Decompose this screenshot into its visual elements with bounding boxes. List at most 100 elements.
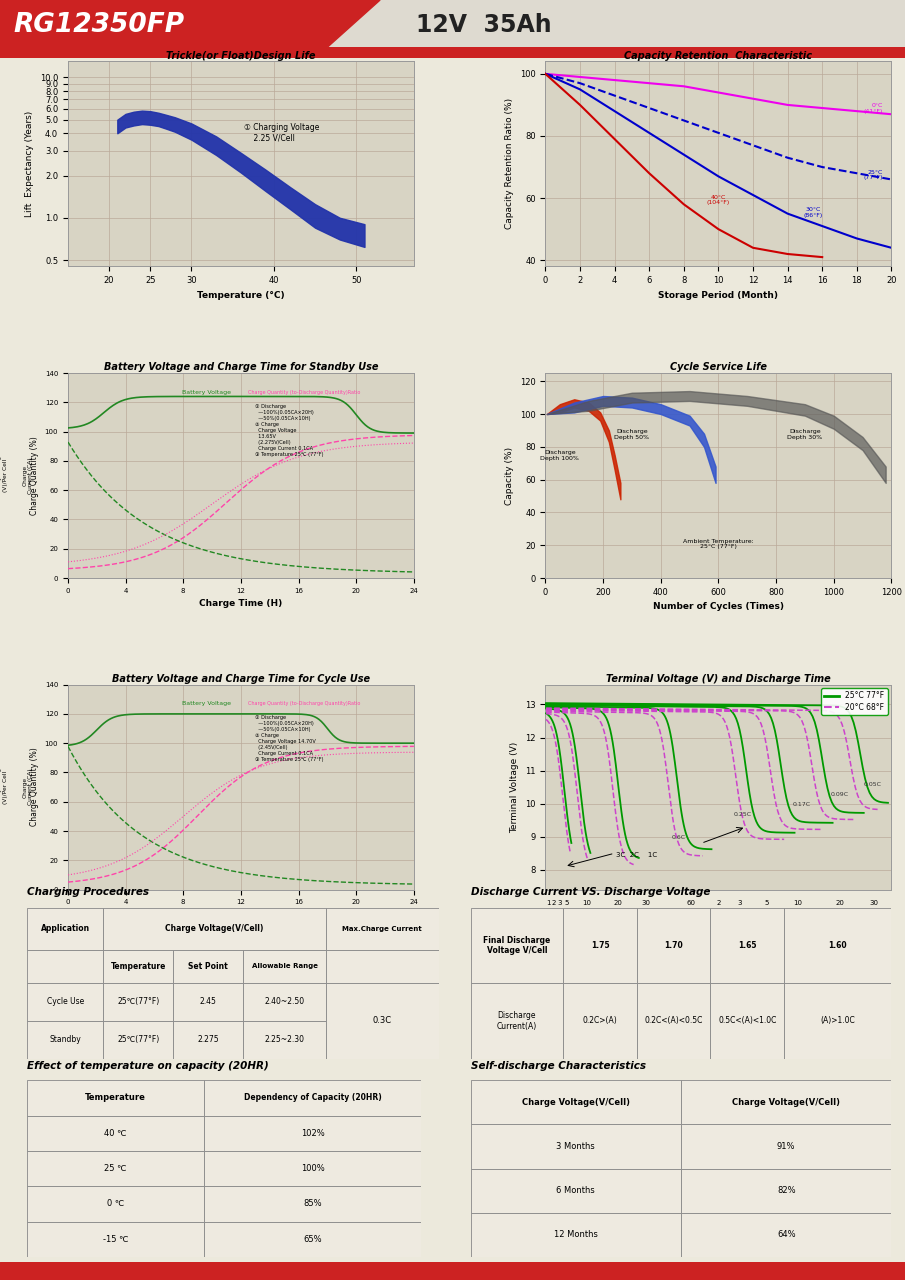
Title: Cycle Service Life: Cycle Service Life xyxy=(670,362,767,372)
Text: 0.05C: 0.05C xyxy=(863,782,881,787)
Text: Discharge Current VS. Discharge Voltage: Discharge Current VS. Discharge Voltage xyxy=(471,887,710,897)
Text: ←─ Hr ─→: ←─ Hr ─→ xyxy=(782,913,814,919)
Text: 2: 2 xyxy=(716,900,720,905)
Bar xyxy=(103,950,174,983)
Y-axis label: Lift  Expectancy (Years): Lift Expectancy (Years) xyxy=(25,111,34,218)
Bar xyxy=(563,908,637,983)
X-axis label: Number of Cycles (Times): Number of Cycles (Times) xyxy=(653,603,784,612)
Text: 0.2C<(A)<0.5C: 0.2C<(A)<0.5C xyxy=(644,1016,703,1025)
X-axis label: Charge Time (H): Charge Time (H) xyxy=(199,911,282,920)
Text: Temperature: Temperature xyxy=(110,963,166,972)
Y-axis label: Charge Quantity (%): Charge Quantity (%) xyxy=(30,748,39,827)
Bar xyxy=(471,1124,681,1169)
Text: 100%: 100% xyxy=(300,1164,324,1174)
Bar xyxy=(326,950,439,983)
Bar xyxy=(471,908,563,983)
Text: -15 ℃: -15 ℃ xyxy=(103,1235,129,1244)
Text: 2.25~2.30: 2.25~2.30 xyxy=(264,1036,304,1044)
Text: Charging Procedures: Charging Procedures xyxy=(27,887,149,897)
Text: 0.5C<(A)<1.0C: 0.5C<(A)<1.0C xyxy=(718,1016,776,1025)
Text: 3: 3 xyxy=(557,900,561,905)
Text: 1.70: 1.70 xyxy=(664,941,683,950)
Text: 25 ℃: 25 ℃ xyxy=(104,1164,127,1174)
Text: 0°C
(41°F): 0°C (41°F) xyxy=(863,102,882,114)
Text: Effect of temperature on capacity (20HR): Effect of temperature on capacity (20HR) xyxy=(27,1061,269,1071)
Text: Charge
Current (CA): Charge Current (CA) xyxy=(23,457,33,494)
Text: 20: 20 xyxy=(835,900,844,905)
Bar xyxy=(27,983,103,1021)
Text: 1: 1 xyxy=(547,900,551,905)
Text: 64%: 64% xyxy=(776,1230,795,1239)
Text: Battery Voltage: Battery Voltage xyxy=(182,389,231,394)
Text: 0.6C: 0.6C xyxy=(672,836,686,841)
Text: Set Point: Set Point xyxy=(188,963,228,972)
Text: Battery Voltage
(V)/Per Cell: Battery Voltage (V)/Per Cell xyxy=(0,453,7,498)
Bar xyxy=(681,1169,891,1213)
Text: 60: 60 xyxy=(686,900,695,905)
Bar xyxy=(174,950,243,983)
Title: Trickle(or Float)Design Life: Trickle(or Float)Design Life xyxy=(167,51,316,60)
Bar xyxy=(205,1151,421,1187)
Text: 91%: 91% xyxy=(777,1142,795,1151)
Bar xyxy=(637,908,710,983)
Text: 30: 30 xyxy=(642,900,651,905)
Text: Charge Voltage(V/Cell): Charge Voltage(V/Cell) xyxy=(522,1098,630,1107)
Text: Charge Quantity (to-Discharge Quantity)Ratio: Charge Quantity (to-Discharge Quantity)R… xyxy=(248,389,360,394)
Text: 5: 5 xyxy=(564,900,568,905)
Bar xyxy=(681,1124,891,1169)
Bar xyxy=(681,1213,891,1257)
X-axis label: Storage Period (Month): Storage Period (Month) xyxy=(659,291,778,300)
Text: RG12350FP: RG12350FP xyxy=(14,13,185,38)
Bar xyxy=(103,908,326,950)
Text: Discharge
Depth 50%: Discharge Depth 50% xyxy=(614,429,650,439)
Text: 2.275: 2.275 xyxy=(197,1036,219,1044)
Bar xyxy=(243,1021,326,1059)
Y-axis label: Terminal Voltage (V): Terminal Voltage (V) xyxy=(510,741,519,833)
Bar xyxy=(27,908,103,950)
Bar xyxy=(471,1080,681,1124)
Text: 1.60: 1.60 xyxy=(828,941,847,950)
Bar xyxy=(205,1187,421,1221)
Text: Discharge
Current(A): Discharge Current(A) xyxy=(497,1011,537,1030)
Bar xyxy=(27,1187,205,1221)
Text: 0.17C: 0.17C xyxy=(793,803,811,808)
Text: 2: 2 xyxy=(552,900,557,905)
Bar xyxy=(681,1080,891,1124)
Text: Dependency of Capacity (20HR): Dependency of Capacity (20HR) xyxy=(243,1093,381,1102)
Text: Temperature: Temperature xyxy=(85,1093,147,1102)
Text: 3C  2C    1C: 3C 2C 1C xyxy=(616,852,657,858)
Bar xyxy=(563,983,637,1059)
Polygon shape xyxy=(0,0,380,49)
Bar xyxy=(27,1080,205,1116)
Text: 1.75: 1.75 xyxy=(591,941,609,950)
Text: Self-discharge Characteristics: Self-discharge Characteristics xyxy=(471,1061,645,1071)
Text: 6 Months: 6 Months xyxy=(557,1187,595,1196)
Y-axis label: Capacity Retention Ratio (%): Capacity Retention Ratio (%) xyxy=(505,99,514,229)
Text: Ambient Temperature:
25°C (77°F): Ambient Temperature: 25°C (77°F) xyxy=(683,539,754,549)
Text: Charge Voltage(V/Cell): Charge Voltage(V/Cell) xyxy=(166,924,263,933)
Text: Charge Quantity (to-Discharge Quantity)Ratio: Charge Quantity (to-Discharge Quantity)R… xyxy=(248,701,360,707)
Bar xyxy=(205,1221,421,1257)
Text: 0.09C: 0.09C xyxy=(831,792,849,797)
Text: 2.45: 2.45 xyxy=(200,997,217,1006)
Title: Battery Voltage and Charge Time for Cycle Use: Battery Voltage and Charge Time for Cycl… xyxy=(112,673,370,684)
Bar xyxy=(27,1021,103,1059)
Bar xyxy=(27,1221,205,1257)
Text: ① Discharge
  —100%(0.05CA×20H)
  —50%(0.05CA×10H)
② Charge
  Charge Voltage 14.: ① Discharge —100%(0.05CA×20H) —50%(0.05C… xyxy=(254,716,323,763)
Bar xyxy=(326,983,439,1059)
Text: ① Charging Voltage
    2.25 V/Cell: ① Charging Voltage 2.25 V/Cell xyxy=(244,123,319,142)
Text: Battery Voltage
(V)/Per Cell: Battery Voltage (V)/Per Cell xyxy=(0,764,7,810)
Title: Battery Voltage and Charge Time for Standby Use: Battery Voltage and Charge Time for Stan… xyxy=(104,362,378,372)
Text: ←─ Min ─→: ←─ Min ─→ xyxy=(599,913,637,919)
Text: 25℃(77°F): 25℃(77°F) xyxy=(118,997,159,1006)
Text: Charge Voltage(V/Cell): Charge Voltage(V/Cell) xyxy=(732,1098,840,1107)
Bar xyxy=(784,983,891,1059)
Text: Max.Charge Current: Max.Charge Current xyxy=(342,925,422,932)
Text: 1.65: 1.65 xyxy=(738,941,757,950)
Text: (A)>1.0C: (A)>1.0C xyxy=(821,1016,855,1025)
Bar xyxy=(326,908,439,950)
Text: ① Discharge
  —100%(0.05CA×20H)
  —50%(0.05CA×10H)
② Charge
  Charge Voltage
  1: ① Discharge —100%(0.05CA×20H) —50%(0.05C… xyxy=(254,403,323,457)
Text: Discharge
Depth 30%: Discharge Depth 30% xyxy=(787,429,823,439)
Text: 30°C
(86°F): 30°C (86°F) xyxy=(804,207,824,218)
Bar xyxy=(27,1116,205,1151)
